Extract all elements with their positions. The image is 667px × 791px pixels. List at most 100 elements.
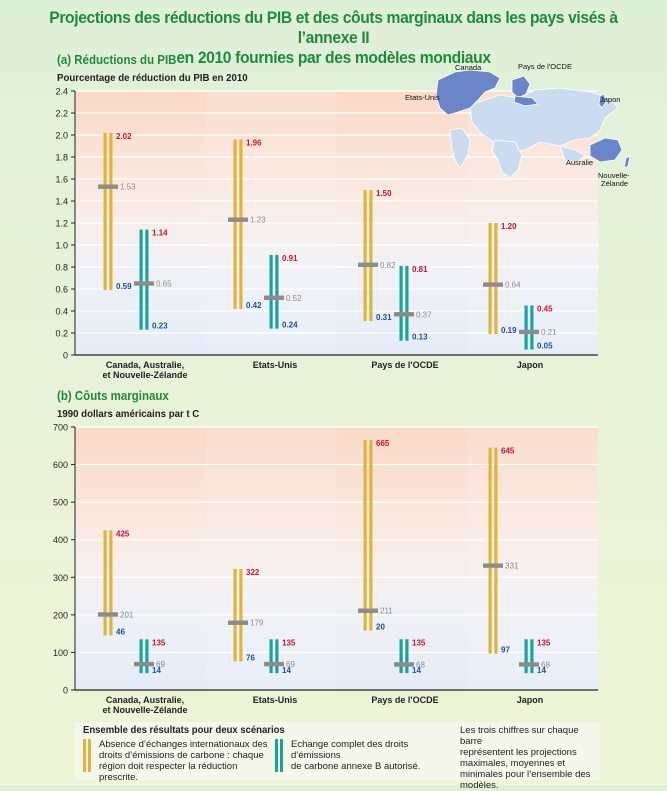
- max-value-label: 0.91: [282, 254, 298, 263]
- legend-note-line: minimales pour l’ensemble des: [460, 769, 591, 780]
- range-bar-right-stripe: [239, 139, 243, 309]
- y-tick-label: 400: [53, 535, 68, 545]
- min-value-label: 14: [152, 666, 161, 675]
- min-value-label: 0.42: [246, 301, 262, 310]
- x-category-label: Canada, Australie,: [106, 695, 184, 705]
- legend-line: de carbone annexe B autorisé.: [291, 761, 421, 772]
- mean-value-label: 0.64: [505, 281, 521, 290]
- map-australia: [589, 137, 623, 163]
- y-tick-label: 0: [63, 686, 68, 696]
- mean-value-label: 69: [286, 660, 295, 669]
- range-bar-left-stripe: [488, 447, 492, 654]
- chart-b-marginal-costs: 0 100 200 300 400 500 600 700 Canada, Australie,…: [53, 423, 598, 715]
- max-value-label: 1.14: [152, 229, 168, 238]
- mean-marker: [358, 608, 378, 613]
- legend-line: droits d’émissions de carbone : chaque: [99, 750, 264, 761]
- mean-marker: [264, 661, 284, 667]
- range-bar-right-stripe: [369, 190, 373, 321]
- mean-marker: [98, 184, 118, 189]
- range-bar-left-stripe: [103, 530, 107, 636]
- legend-note: Les trois chiffres sur chaque barre repr…: [460, 725, 595, 791]
- map-canada-usa: [435, 69, 501, 116]
- y-tick-label: 0.2: [55, 329, 68, 339]
- mean-marker: [519, 329, 539, 335]
- figure-title-line-2: en 2010 fournies par des modèles mondiau…: [176, 48, 491, 67]
- map-europe: [511, 75, 531, 99]
- y-tick-label: 0.4: [55, 307, 68, 317]
- map-label-canada: Canada: [455, 63, 482, 72]
- max-value-label: 135: [537, 638, 551, 647]
- max-value-label: 135: [412, 638, 426, 647]
- x-category-label: Etats-Unis: [253, 695, 298, 705]
- y-tick-label: 0: [63, 351, 68, 361]
- y-tick-label: 2.4: [55, 87, 68, 97]
- legend-line: région doit respecter la réduction presc…: [99, 761, 238, 783]
- mean-value-label: 0.82: [380, 261, 396, 270]
- mean-marker: [134, 281, 154, 286]
- y-tick-label: 1.8: [55, 153, 68, 163]
- max-value-label: 135: [152, 638, 166, 647]
- legend-swatch-no-trading: [83, 739, 92, 772]
- range-bar-left-stripe: [399, 639, 403, 674]
- map-japan: [598, 93, 607, 109]
- y-tick-label: 1.0: [55, 241, 68, 251]
- range-bar-left-stripe: [269, 254, 273, 329]
- y-tick-label: 700: [53, 423, 68, 433]
- min-value-label: 0.23: [152, 322, 168, 331]
- y-tick-label: 0.8: [55, 263, 68, 273]
- y-tick-label: 2.0: [55, 131, 68, 141]
- map-label-usa: Etats-Unis: [405, 93, 440, 102]
- mean-marker: [483, 282, 503, 287]
- chart-b-axis-caption: 1990 dollars américains par t C: [57, 408, 200, 420]
- x-category-label: et Nouvelle-Zélande: [102, 370, 187, 380]
- mean-marker: [483, 563, 503, 568]
- min-value-label: 14: [537, 666, 546, 675]
- legend-text-full-trading: Echange complet des droits d’émissions d…: [291, 739, 455, 772]
- range-bar-left-stripe: [233, 139, 237, 309]
- y-tick-label: 1.4: [55, 197, 68, 207]
- min-value-label: 76: [246, 653, 255, 662]
- plot-area: [75, 427, 598, 690]
- range-bar-left-stripe: [399, 265, 403, 341]
- map-label-australia: Ausralie: [566, 158, 593, 167]
- range-bar-left-stripe: [269, 639, 273, 674]
- max-value-label: 0.45: [537, 305, 553, 314]
- range-bar-right-stripe: [530, 305, 534, 350]
- mean-value-label: 68: [416, 660, 425, 669]
- mean-marker: [264, 295, 284, 300]
- max-value-label: 1.20: [501, 222, 517, 231]
- legend-note-line: Les trois chiffres sur chaque barre: [460, 725, 579, 747]
- max-value-label: 0.81: [412, 265, 428, 274]
- range-bar-left-stripe: [139, 229, 143, 330]
- map-land-light: [449, 87, 619, 179]
- mean-value-label: 201: [120, 610, 134, 619]
- range-bar-left-stripe: [488, 223, 492, 335]
- range-bar-right-stripe: [405, 639, 409, 674]
- min-value-label: 14: [412, 666, 421, 675]
- legend-heading: Ensemble des résultats pour deux scénari…: [83, 725, 285, 736]
- range-bar-left-stripe: [524, 639, 528, 674]
- legend-line: Echange complet des droits d’émissions: [291, 739, 409, 761]
- x-category-label: Etats-Unis: [253, 360, 298, 370]
- chart-b-title: (b) Côuts marginaux: [57, 389, 169, 403]
- legend-line: Absence d’échanges internationaux des: [99, 739, 268, 750]
- min-value-label: 0.19: [501, 326, 517, 335]
- y-tick-label: 1.2: [55, 219, 68, 229]
- mean-value-label: 0.37: [416, 310, 432, 319]
- max-value-label: 135: [282, 638, 296, 647]
- max-value-label: 425: [116, 529, 130, 538]
- x-category-label: Japon: [517, 695, 544, 705]
- mean-value-label: 1.23: [250, 216, 266, 225]
- range-bar-left-stripe: [103, 132, 107, 291]
- max-value-label: 665: [376, 439, 390, 448]
- x-category-label: Japon: [517, 360, 544, 370]
- range-bar-right-stripe: [109, 530, 113, 636]
- figure-title-line-1: Projections des réductions du PIB et des…: [49, 8, 618, 47]
- mean-value-label: 211: [380, 607, 393, 616]
- legend-note-line: maximales, moyennes et: [460, 758, 566, 769]
- min-value-label: 46: [116, 628, 125, 637]
- min-value-label: 0.59: [116, 282, 132, 291]
- min-value-label: 14: [282, 666, 291, 675]
- mean-value-label: 0.52: [286, 294, 302, 303]
